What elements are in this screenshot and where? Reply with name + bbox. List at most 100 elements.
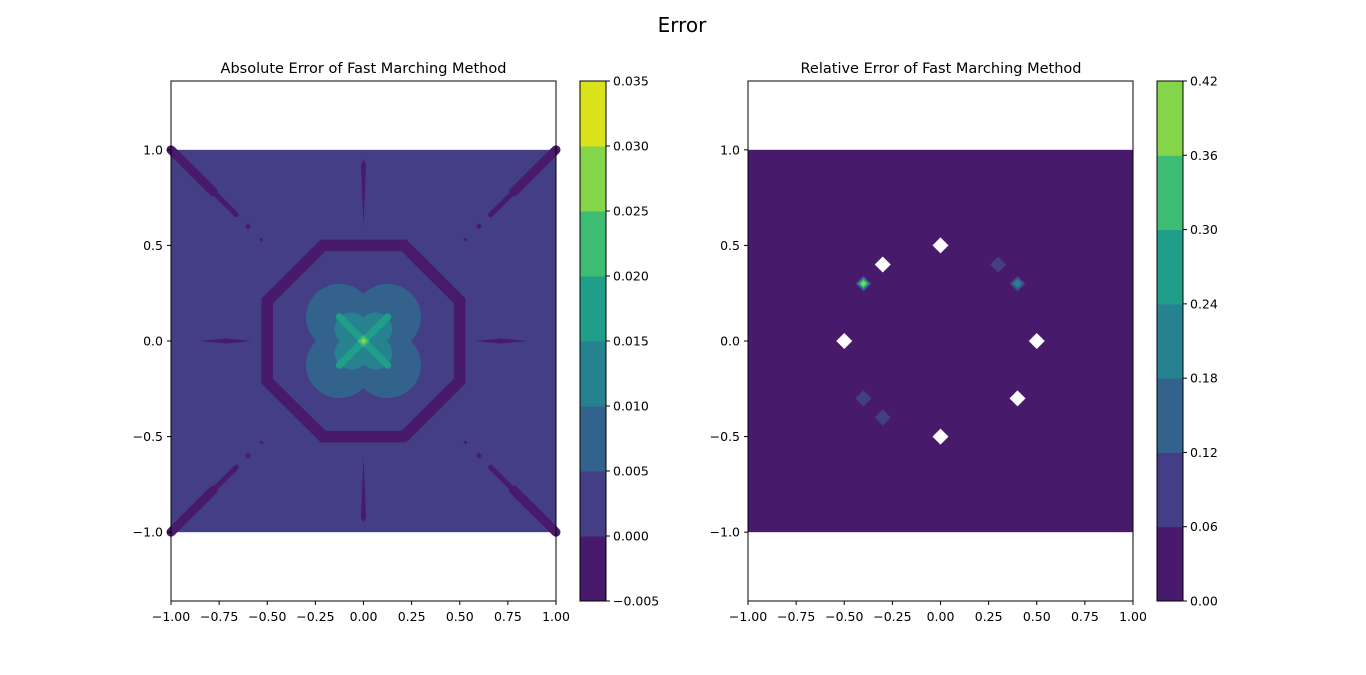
x-tick-label: −0.50	[248, 609, 286, 624]
x-tick-label: 1.00	[542, 609, 570, 624]
relative-error-colorbar: 0.00 0.06 0.12 0.18 0.24 0.30 0.36 0.42	[1156, 74, 1218, 609]
colorbar-tick-label: 0.00	[1190, 594, 1218, 609]
y-tick-label: 1.0	[720, 142, 740, 157]
colorbar-band	[1157, 378, 1183, 453]
axes-frame	[747, 80, 1134, 602]
colorbar-tick-label: 0.36	[1190, 148, 1218, 163]
relative-error-title: Relative Error of Fast Marching Method	[801, 61, 1082, 77]
nan-point	[932, 237, 949, 254]
contour-hotspot	[874, 409, 891, 426]
absolute-error-title: Absolute Error of Fast Marching Method	[221, 61, 507, 77]
contour-speck	[245, 223, 251, 230]
x-tick-label: 0.00	[350, 609, 378, 624]
contour-streak	[361, 159, 366, 227]
x-tick-label: 0.75	[494, 609, 522, 624]
x-tick-label: −0.50	[825, 609, 863, 624]
x-tick-label: 0.25	[398, 609, 426, 624]
colorbar-band	[580, 276, 606, 342]
x-tick-label: 0.75	[1071, 609, 1099, 624]
y-tick-label: 0.0	[143, 334, 163, 349]
y-tick-label: 1.0	[143, 142, 163, 157]
contour-peak	[360, 338, 367, 344]
contour-hotspot	[860, 280, 867, 287]
contour-speck	[476, 223, 482, 230]
colorbar-tick-label: 0.005	[613, 464, 649, 479]
contour-streak	[214, 464, 239, 489]
colorbar-tick-label: 0.06	[1190, 519, 1218, 534]
absolute-error-axes: −1.00 −0.75 −0.50 −0.25 0.00 0.25 0.50 0.75 1.00…	[133, 80, 570, 624]
x-tick-label: −1.00	[729, 609, 767, 624]
colorbar-band	[580, 471, 606, 537]
contour-streak	[199, 338, 252, 344]
colorbar-tick-label: 0.12	[1190, 445, 1218, 460]
x-tick-label: −0.25	[296, 609, 334, 624]
contour-speck	[463, 237, 468, 242]
contour-speck	[463, 440, 468, 445]
colorbar-tick-label: 0.18	[1190, 371, 1218, 386]
colorbar-band	[580, 341, 606, 407]
contour-streak	[509, 485, 561, 537]
y-tick-label: −1.0	[710, 525, 740, 540]
nan-point	[836, 333, 853, 349]
x-tick-label: 0.50	[446, 609, 474, 624]
contour-streak	[475, 338, 528, 344]
colorbar-tick-label: 0.30	[1190, 222, 1218, 237]
colorbar-tick-label: 0.010	[613, 399, 649, 414]
y-tick-label: 0.5	[720, 238, 740, 253]
x-tick-label: −0.75	[200, 609, 238, 624]
colorbar-tick-label: 0.42	[1190, 74, 1218, 89]
colorbar-tick-label: 0.035	[613, 74, 649, 89]
contour-streak	[361, 455, 366, 523]
contour-speck	[245, 452, 251, 459]
x-tick-label: 0.00	[927, 609, 955, 624]
colorbar-tick-label: −0.005	[613, 594, 659, 609]
contour-streak	[214, 193, 239, 218]
colorbar-tick-label: 0.020	[613, 269, 649, 284]
colorbar-band	[1157, 452, 1183, 528]
colorbar-band	[1157, 81, 1183, 156]
y-tick-label: 0.0	[720, 334, 740, 349]
y-tick-label: −0.5	[710, 429, 740, 444]
nan-point	[932, 428, 949, 445]
contour-streak	[488, 193, 513, 218]
absolute-error-plot: Absolute Error of Fast Marching Method −…	[133, 61, 660, 624]
y-tick-label: 0.5	[143, 238, 163, 253]
colorbar-band	[580, 146, 606, 212]
x-tick-label: 1.00	[1119, 609, 1147, 624]
x-tick-label: −0.25	[873, 609, 911, 624]
x-tick-label: −1.00	[152, 609, 190, 624]
contour-speck	[259, 237, 264, 242]
y-tick-label: −1.0	[133, 525, 163, 540]
colorbar-tick-label: 0.000	[613, 529, 649, 544]
nan-point	[1009, 390, 1026, 407]
colorbar-band	[1157, 229, 1183, 305]
figure-suptitle: Error	[658, 13, 708, 37]
contour-ring	[261, 239, 466, 443]
colorbar-band	[1157, 526, 1183, 602]
contour-hotspot	[1013, 279, 1022, 288]
colorbar-band	[580, 406, 606, 472]
contour-background	[748, 149, 1133, 533]
colorbar-frame	[1156, 80, 1184, 602]
colorbar-band	[580, 81, 606, 147]
contour-hotspot	[990, 256, 1007, 273]
relative-error-axes: −1.00 −0.75 −0.50 −0.25 0.00 0.25 0.50 0.75 1.00…	[710, 80, 1147, 624]
y-tick-label: −0.5	[133, 429, 163, 444]
contour-streak	[166, 145, 218, 197]
absolute-error-colorbar: −0.005 0.000 0.005 0.010 0.015 0.020 0.025 0.03…	[579, 74, 659, 609]
contour-streak	[509, 145, 561, 197]
nan-point	[1028, 333, 1045, 349]
x-tick-label: 0.25	[975, 609, 1003, 624]
contour-speck	[476, 452, 482, 459]
nan-point	[874, 256, 891, 273]
colorbar-tick-label: 0.015	[613, 334, 649, 349]
colorbar-band	[580, 211, 606, 277]
contour-speck	[259, 440, 264, 445]
colorbar-band	[1157, 303, 1183, 379]
colorbar-tick-label: 0.030	[613, 139, 649, 154]
colorbar-tick-label: 0.025	[613, 204, 649, 219]
contour-streak	[488, 464, 513, 489]
contour-streak	[166, 485, 218, 537]
contour-hotspot	[855, 390, 872, 407]
